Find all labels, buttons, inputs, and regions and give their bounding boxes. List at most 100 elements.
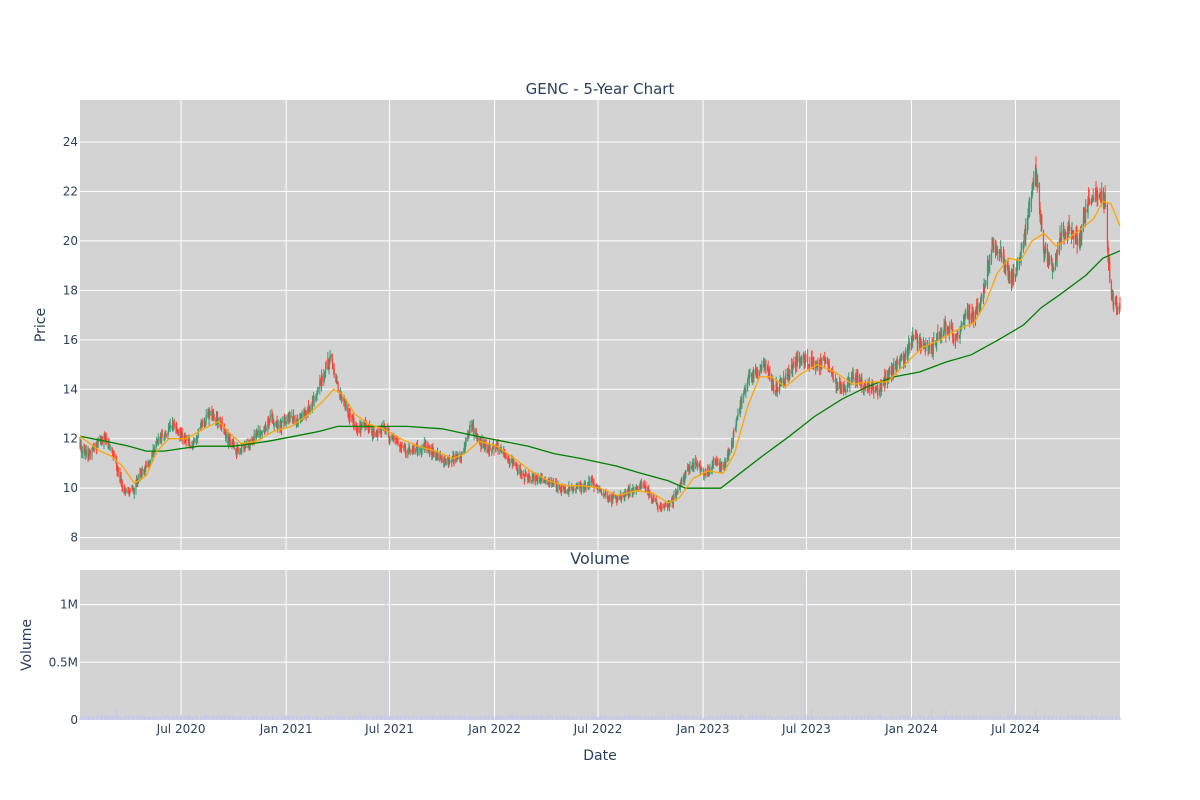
- candle-body: [899, 361, 901, 366]
- volume-bar: [285, 715, 287, 720]
- candle-body: [113, 454, 115, 456]
- candle-body: [1039, 205, 1041, 220]
- candle-body: [898, 365, 901, 367]
- candle-body: [1099, 195, 1101, 199]
- volume-bar: [621, 717, 623, 720]
- candle-body: [1093, 198, 1095, 200]
- volume-bar: [721, 714, 723, 720]
- candle-body: [423, 442, 425, 450]
- candle-body: [241, 445, 243, 453]
- candle-body: [340, 395, 343, 397]
- candle-body: [976, 310, 978, 314]
- candle-body: [331, 359, 334, 366]
- candle-body: [685, 471, 687, 475]
- candle-body: [848, 379, 850, 381]
- candle-body: [341, 397, 343, 399]
- volume-bar: [729, 716, 731, 720]
- volume-bar: [529, 716, 531, 720]
- candle-body: [829, 371, 831, 373]
- candle-body: [139, 472, 141, 481]
- candle-body: [276, 419, 278, 426]
- volume-bar: [305, 715, 307, 720]
- candle-body: [157, 437, 159, 445]
- candle-body: [822, 358, 825, 360]
- candle-body: [137, 483, 139, 485]
- volume-bar: [413, 717, 415, 720]
- volume-bar: [858, 714, 861, 720]
- candle-body: [269, 418, 271, 425]
- candle-body: [163, 437, 166, 439]
- candle-body: [451, 460, 453, 463]
- candle-body: [223, 428, 226, 430]
- volume-bar: [301, 717, 303, 720]
- candle-body: [736, 416, 738, 419]
- candle-body: [1001, 257, 1003, 259]
- candle-body: [1008, 268, 1010, 275]
- candle-body: [509, 462, 511, 464]
- candle-body: [705, 471, 707, 477]
- candle-body: [144, 470, 146, 471]
- candle-body: [677, 487, 679, 493]
- candle-body: [779, 382, 781, 392]
- volume-bar: [428, 715, 430, 720]
- price-y-tick-label: 10: [63, 481, 78, 495]
- volume-bar: [609, 715, 611, 720]
- candle-body: [559, 487, 561, 492]
- volume-bar: [465, 716, 467, 720]
- candle-body: [363, 423, 365, 425]
- volume-bar: [1044, 714, 1046, 720]
- candle-body: [1104, 194, 1106, 206]
- date-x-tick-label: Jul 2020: [156, 722, 206, 736]
- candle-body: [145, 465, 147, 468]
- candle-body: [401, 446, 403, 448]
- candle-body: [107, 441, 109, 444]
- candle-body: [1115, 298, 1117, 302]
- volume-bar: [1033, 717, 1035, 720]
- volume-bar: [785, 716, 787, 720]
- candle-body: [1048, 259, 1050, 266]
- candle-body: [464, 446, 466, 448]
- volume-bar: [497, 714, 499, 720]
- candle-body: [195, 438, 198, 440]
- candle-body: [265, 429, 267, 431]
- candle-body: [357, 426, 359, 431]
- price-y-tick-label: 18: [63, 283, 78, 297]
- volume-bar: [152, 716, 154, 720]
- candle-body: [97, 440, 99, 443]
- volume-bar: [641, 717, 643, 720]
- volume-bar: [852, 715, 854, 720]
- volume-bar: [117, 715, 119, 720]
- volume-bar: [893, 718, 895, 720]
- candle-body: [513, 461, 515, 466]
- volume-bar: [869, 715, 871, 720]
- candle-body: [1092, 196, 1094, 199]
- candle-body: [697, 463, 699, 467]
- candle-body: [893, 362, 895, 371]
- candle-body: [133, 488, 135, 494]
- volume-bar: [553, 718, 555, 720]
- volume-y-tick-label: 0: [70, 713, 78, 727]
- volume-bar: [485, 715, 487, 720]
- candle-body: [245, 446, 247, 447]
- candle-body: [914, 337, 917, 339]
- candle-body: [435, 457, 437, 460]
- volume-bar: [295, 714, 297, 720]
- candle-body: [1013, 272, 1015, 277]
- volume-bar: [1116, 715, 1118, 720]
- candle-body: [527, 475, 529, 481]
- volume-bar: [929, 715, 931, 720]
- candle-body: [700, 469, 702, 472]
- volume-bar: [1119, 717, 1121, 720]
- candle-body: [184, 434, 186, 441]
- candle-body: [259, 431, 262, 438]
- candle-body: [328, 364, 330, 368]
- candle-body: [1068, 222, 1070, 228]
- candle-body: [807, 364, 809, 366]
- candle-body: [500, 449, 503, 452]
- candle-body: [736, 417, 738, 421]
- candle-body: [416, 445, 419, 453]
- volume-bar: [792, 714, 794, 720]
- candle-body: [1058, 238, 1061, 254]
- candle-body: [978, 304, 981, 310]
- candle-body: [200, 422, 202, 428]
